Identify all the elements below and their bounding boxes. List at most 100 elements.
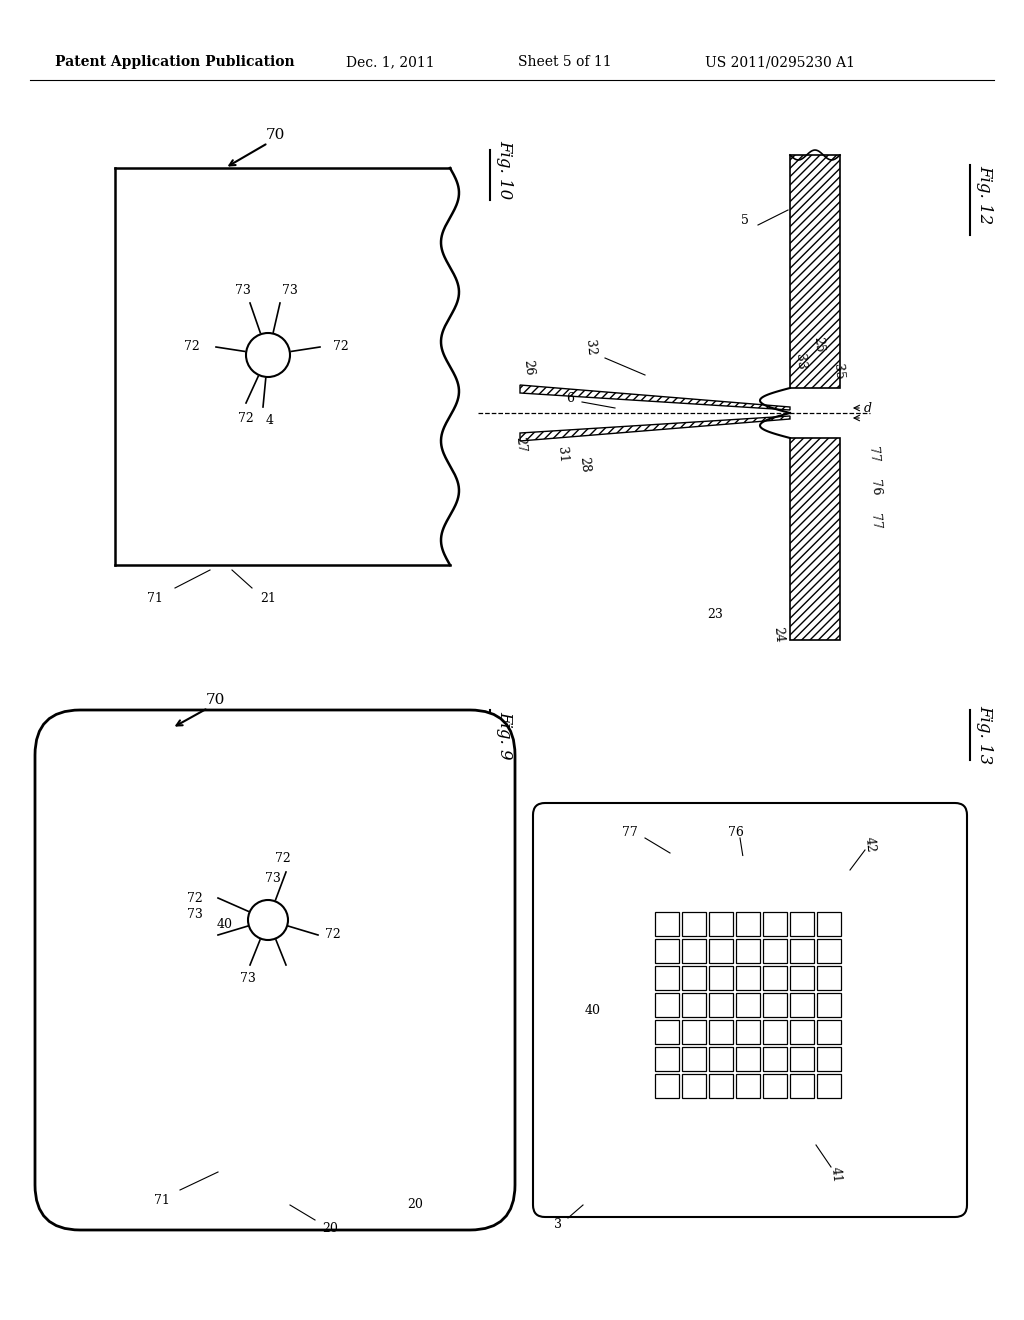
Bar <box>790 966 814 990</box>
Text: 72: 72 <box>275 851 291 865</box>
FancyBboxPatch shape <box>534 803 967 1217</box>
Bar <box>790 1047 814 1071</box>
Bar <box>682 1074 706 1098</box>
Bar <box>736 993 760 1016</box>
Bar <box>817 1047 841 1071</box>
Text: 72: 72 <box>326 928 341 941</box>
Circle shape <box>246 333 290 378</box>
Text: Fig. 12: Fig. 12 <box>977 165 993 224</box>
Text: 73: 73 <box>265 871 281 884</box>
Bar <box>790 154 840 388</box>
Text: 72: 72 <box>184 341 200 354</box>
Bar <box>736 966 760 990</box>
Text: 31: 31 <box>555 446 569 463</box>
Text: 20: 20 <box>323 1221 338 1234</box>
Bar <box>709 939 733 964</box>
Text: 6: 6 <box>566 392 574 404</box>
Text: 70: 70 <box>206 693 224 708</box>
Circle shape <box>615 873 881 1138</box>
Text: Dec. 1, 2011: Dec. 1, 2011 <box>346 55 434 69</box>
Bar <box>817 912 841 936</box>
Bar <box>763 993 787 1016</box>
Bar <box>817 939 841 964</box>
Bar <box>655 1020 679 1044</box>
Bar <box>682 993 706 1016</box>
Text: 71: 71 <box>147 591 163 605</box>
Text: 25: 25 <box>811 337 825 354</box>
Bar <box>790 912 814 936</box>
Text: 77: 77 <box>623 826 638 840</box>
Text: 77: 77 <box>867 513 882 531</box>
Text: 71: 71 <box>154 1193 170 1206</box>
Text: 23: 23 <box>707 609 723 622</box>
Text: 20: 20 <box>408 1199 423 1212</box>
Text: 24: 24 <box>771 627 785 643</box>
Text: 72: 72 <box>239 412 254 425</box>
Text: 28: 28 <box>577 457 591 474</box>
Bar <box>817 993 841 1016</box>
Bar <box>682 966 706 990</box>
Text: Fig. 10: Fig. 10 <box>497 140 513 199</box>
Bar <box>790 993 814 1016</box>
Text: 42: 42 <box>863 837 878 854</box>
Bar <box>790 1020 814 1044</box>
Text: 72: 72 <box>187 891 203 904</box>
Bar <box>736 939 760 964</box>
Text: 73: 73 <box>240 972 256 985</box>
Text: 3: 3 <box>554 1218 562 1232</box>
Bar <box>709 966 733 990</box>
Bar <box>736 1047 760 1071</box>
Text: Patent Application Publication: Patent Application Publication <box>55 55 295 69</box>
Bar <box>790 438 840 640</box>
Text: Fig. 13: Fig. 13 <box>977 705 993 764</box>
Bar <box>655 912 679 936</box>
Text: d: d <box>864 401 872 414</box>
Bar <box>709 912 733 936</box>
Bar <box>655 1074 679 1098</box>
Bar <box>817 1074 841 1098</box>
Bar <box>817 1020 841 1044</box>
Text: 76: 76 <box>867 479 882 496</box>
Bar <box>709 993 733 1016</box>
Text: 73: 73 <box>236 284 251 297</box>
Text: 70: 70 <box>265 128 285 143</box>
Text: 4: 4 <box>266 413 274 426</box>
Bar <box>736 1074 760 1098</box>
Bar <box>736 912 760 936</box>
Text: 32: 32 <box>583 339 597 356</box>
FancyBboxPatch shape <box>35 710 515 1230</box>
Text: 76: 76 <box>728 826 744 840</box>
Text: 33: 33 <box>793 354 807 371</box>
Text: 26: 26 <box>521 359 536 376</box>
Circle shape <box>248 900 288 940</box>
Text: Fig. 9: Fig. 9 <box>497 710 513 759</box>
Bar <box>682 1020 706 1044</box>
Bar <box>763 1047 787 1071</box>
Bar <box>655 966 679 990</box>
Bar <box>682 939 706 964</box>
Bar <box>790 1074 814 1098</box>
Bar <box>763 1020 787 1044</box>
Text: 40: 40 <box>217 919 233 932</box>
Circle shape <box>600 857 896 1152</box>
Text: 73: 73 <box>187 908 203 921</box>
Bar <box>790 939 814 964</box>
Bar <box>682 912 706 936</box>
Bar <box>763 1074 787 1098</box>
Bar <box>763 939 787 964</box>
Bar <box>709 1047 733 1071</box>
Text: 77: 77 <box>866 446 881 463</box>
Polygon shape <box>520 385 790 411</box>
Text: 21: 21 <box>260 591 275 605</box>
Polygon shape <box>520 416 790 441</box>
Bar <box>709 1074 733 1098</box>
Text: US 2011/0295230 A1: US 2011/0295230 A1 <box>705 55 855 69</box>
Bar <box>817 966 841 990</box>
Bar <box>763 912 787 936</box>
Bar <box>655 939 679 964</box>
Bar <box>655 1047 679 1071</box>
Bar <box>682 1047 706 1071</box>
Bar <box>763 966 787 990</box>
Text: 35: 35 <box>830 363 845 380</box>
Text: 27: 27 <box>513 437 527 453</box>
